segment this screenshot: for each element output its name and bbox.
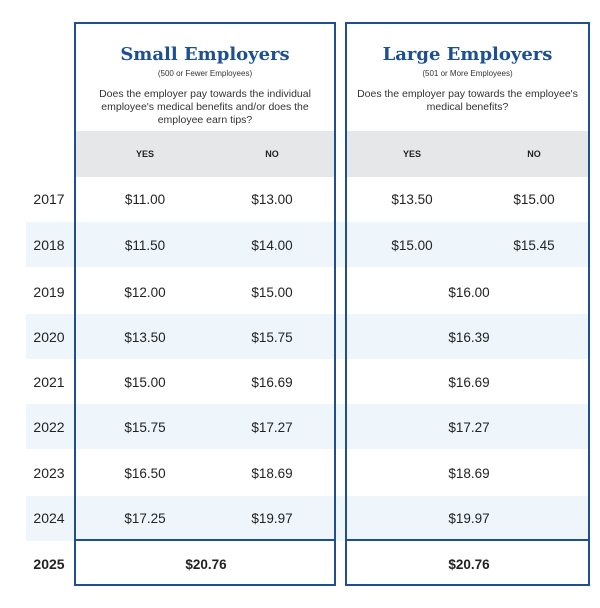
wage-cell: $11.50 — [124, 238, 166, 253]
wage-cell: $16.69 — [251, 375, 293, 390]
panel-title: Small Employers — [120, 44, 290, 65]
wage-cell: $16.69 — [448, 375, 490, 390]
wage-cell: $16.50 — [124, 466, 166, 481]
year-label: 2022 — [33, 419, 65, 435]
final-wage-cell: $20.76 — [185, 557, 227, 572]
large-employers-panel: Large Employers (501 or More Employees) … — [345, 22, 590, 586]
wage-cell: $17.27 — [251, 420, 293, 435]
panel-title: Large Employers — [382, 44, 553, 65]
wage-cell: $11.00 — [124, 192, 166, 207]
no-column-header: NO — [265, 149, 279, 159]
wage-cell: $13.50 — [391, 192, 433, 207]
row-stripe — [26, 314, 590, 359]
wage-cell: $15.00 — [513, 192, 555, 207]
panel-question: Does the employer pay towards the employ… — [357, 88, 578, 113]
year-label: 2018 — [33, 237, 65, 253]
year-label: 2025 — [33, 556, 65, 572]
panel-subtitle: (501 or More Employees) — [422, 69, 513, 78]
panel-question: Does the employer pay towards the indivi… — [99, 88, 311, 126]
small-employers-panel: Small Employers (500 or Fewer Employees)… — [74, 22, 336, 586]
wage-cell: $14.00 — [251, 238, 293, 253]
wage-cell: $15.00 — [124, 375, 166, 390]
wage-cell: $18.69 — [251, 466, 293, 481]
yes-column-header: YES — [402, 149, 421, 159]
wage-cell: $16.39 — [448, 330, 490, 345]
year-label: 2024 — [33, 510, 65, 526]
wage-cell: $15.75 — [124, 420, 166, 435]
wage-cell: $19.97 — [448, 511, 490, 526]
column-header-band: YES NO — [347, 131, 588, 177]
wage-cell: $15.00 — [391, 238, 433, 253]
year-label: 2019 — [33, 284, 65, 300]
row-stripe — [26, 222, 590, 267]
year-label: 2017 — [33, 191, 65, 207]
year-label: 2021 — [33, 374, 65, 390]
wage-cell: $15.00 — [251, 285, 293, 300]
year-label: 2020 — [33, 329, 65, 345]
wage-cell: $19.97 — [251, 511, 293, 526]
row-stripe — [26, 496, 590, 541]
wage-cell: $13.00 — [251, 192, 293, 207]
year-label: 2023 — [33, 465, 65, 481]
wage-cell: $18.69 — [448, 466, 490, 481]
wage-cell: $15.45 — [513, 238, 555, 253]
yes-column-header: YES — [135, 149, 154, 159]
wage-cell: $17.25 — [124, 511, 166, 526]
final-wage-cell: $20.76 — [448, 557, 490, 572]
final-row-divider — [347, 539, 588, 541]
panel-subtitle: (500 or Fewer Employees) — [157, 69, 253, 78]
wage-cell: $12.00 — [124, 285, 166, 300]
no-column-header: NO — [527, 149, 541, 159]
wage-cell: $16.00 — [448, 285, 490, 300]
wage-cell: $15.75 — [251, 330, 293, 345]
final-row-divider — [76, 539, 334, 541]
wage-cell: $13.50 — [124, 330, 166, 345]
row-stripe — [26, 404, 590, 449]
column-header-band: YES NO — [76, 131, 334, 177]
wage-cell: $17.27 — [448, 420, 490, 435]
